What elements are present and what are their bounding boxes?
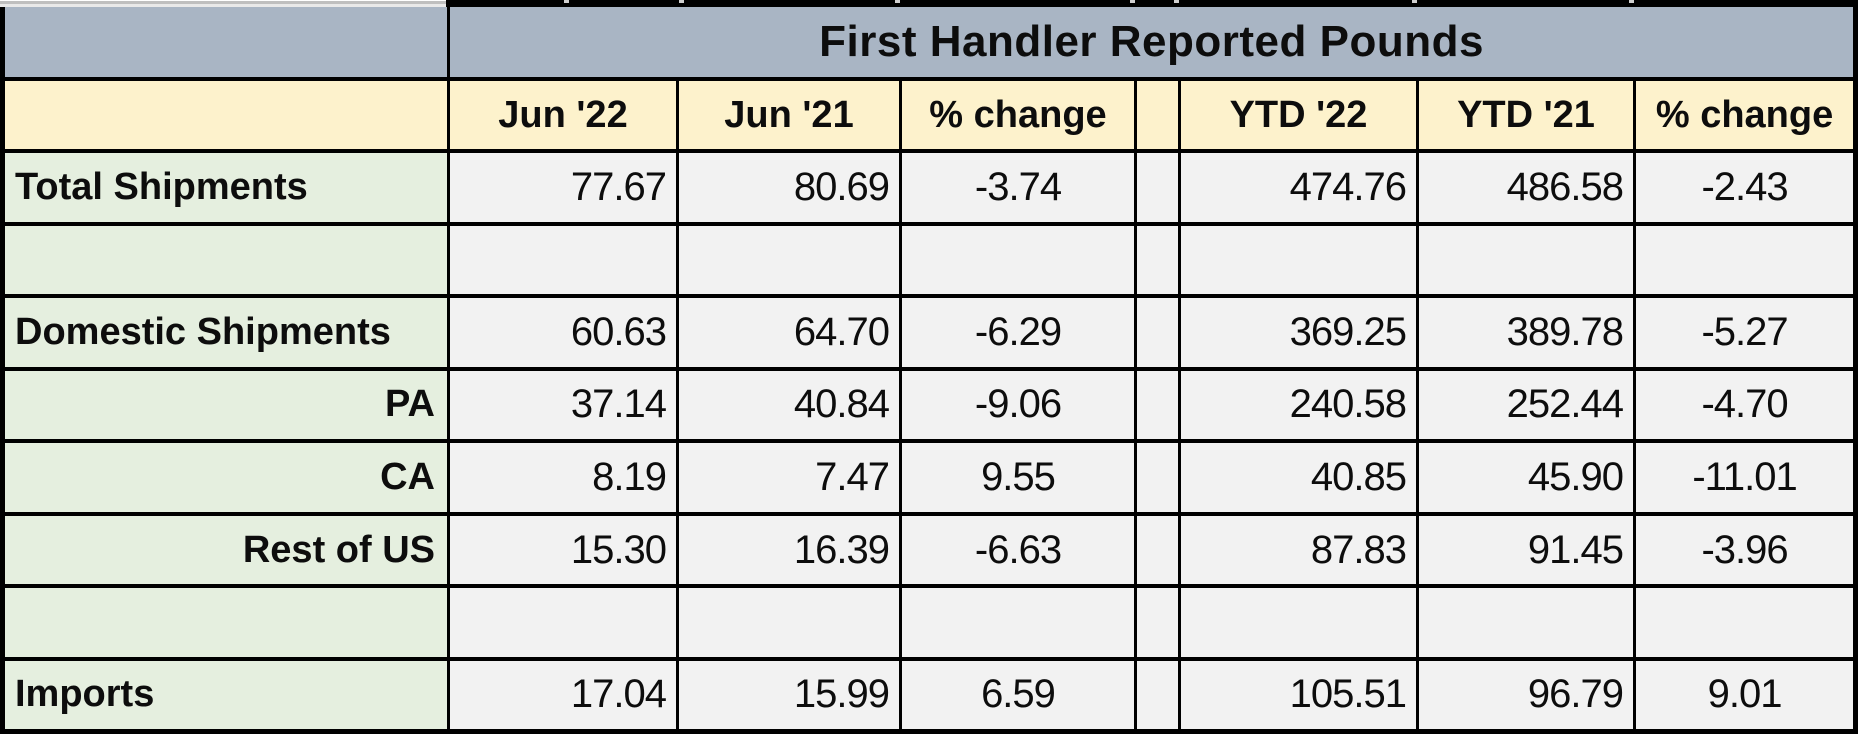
value-cell[interactable] — [1178, 584, 1419, 661]
value-cell[interactable]: 6.59 — [899, 656, 1137, 734]
value-cell[interactable]: 91.45 — [1416, 511, 1636, 589]
spacer-cell[interactable] — [1134, 656, 1181, 734]
corner-cell[interactable] — [1, 7, 450, 81]
gridline-tick — [1629, 0, 1634, 3]
value-cell[interactable] — [447, 584, 679, 661]
column-header-jun-21[interactable]: Jun '21 — [676, 79, 902, 153]
value-cell[interactable] — [899, 584, 1137, 661]
value-cell[interactable]: 252.44 — [1416, 366, 1636, 444]
value-cell[interactable]: -4.70 — [1632, 366, 1858, 444]
value-cell[interactable]: 9.01 — [1632, 656, 1858, 734]
value-cell[interactable] — [1416, 221, 1636, 299]
sheet-top-edge-left — [0, 0, 446, 7]
value-cell[interactable]: -11.01 — [1632, 439, 1858, 516]
value-cell[interactable] — [1632, 221, 1858, 299]
value-cell[interactable]: 17.04 — [447, 656, 679, 734]
value-cell[interactable]: 77.67 — [447, 149, 679, 226]
value-cell[interactable]: 9.55 — [899, 439, 1137, 516]
gridline-tick — [895, 0, 900, 3]
value-cell[interactable]: 389.78 — [1416, 294, 1636, 371]
value-cell[interactable]: 40.85 — [1178, 439, 1419, 516]
row-label-cell[interactable]: Rest of US — [1, 511, 450, 589]
value-cell[interactable]: 37.14 — [447, 366, 679, 444]
value-cell[interactable]: 486.58 — [1416, 149, 1636, 226]
value-cell[interactable]: -5.27 — [1632, 294, 1858, 371]
gridline-tick — [1174, 0, 1179, 3]
value-cell[interactable]: -6.29 — [899, 294, 1137, 371]
value-cell[interactable]: 474.76 — [1178, 149, 1419, 226]
row-label-cell[interactable]: PA — [1, 366, 450, 444]
spacer-cell[interactable] — [1134, 511, 1181, 589]
gridline-tick — [1130, 0, 1135, 3]
row-label-cell[interactable]: Domestic Shipments — [1, 294, 450, 371]
value-cell[interactable] — [676, 221, 902, 299]
value-cell[interactable]: 240.58 — [1178, 366, 1419, 444]
row-label-cell[interactable] — [1, 221, 450, 299]
gridline-tick — [1412, 0, 1417, 3]
value-cell[interactable]: 7.47 — [676, 439, 902, 516]
value-cell[interactable]: 60.63 — [447, 294, 679, 371]
table-row — [1, 221, 1858, 299]
table-row: Domestic Shipments 60.63 64.70 -6.29 369… — [1, 294, 1858, 371]
row-label-header-cell[interactable] — [1, 79, 450, 153]
row-label-cell[interactable]: Total Shipments — [1, 149, 450, 226]
value-cell[interactable]: -6.63 — [899, 511, 1137, 589]
value-cell[interactable]: 80.69 — [676, 149, 902, 226]
gridline-tick — [679, 0, 684, 3]
column-header-pct-change-ytd[interactable]: % change — [1632, 79, 1858, 153]
table-title[interactable]: First Handler Reported Pounds — [446, 7, 1858, 81]
row-label-cell[interactable]: CA — [1, 439, 450, 516]
column-header-ytd-22[interactable]: YTD '22 — [1178, 79, 1419, 153]
value-cell[interactable]: 45.90 — [1416, 439, 1636, 516]
value-cell[interactable]: 369.25 — [1178, 294, 1419, 371]
column-header-jun-22[interactable]: Jun '22 — [447, 79, 679, 153]
spacer-cell[interactable] — [1134, 366, 1181, 444]
spacer-header-cell[interactable] — [1134, 79, 1181, 153]
first-handler-table: First Handler Reported Pounds Jun '22 Ju… — [0, 7, 1858, 734]
value-cell[interactable]: 16.39 — [676, 511, 902, 589]
value-cell[interactable] — [447, 221, 679, 299]
sheet-top-edge-border — [446, 0, 1858, 7]
value-cell[interactable]: -3.74 — [899, 149, 1137, 226]
value-cell[interactable] — [899, 221, 1137, 299]
value-cell[interactable]: 64.70 — [676, 294, 902, 371]
gridline-tick — [564, 0, 569, 3]
value-cell[interactable] — [1632, 584, 1858, 661]
spacer-cell[interactable] — [1134, 294, 1181, 371]
spacer-cell[interactable] — [1134, 439, 1181, 516]
table-row: Imports 17.04 15.99 6.59 105.51 96.79 9.… — [1, 656, 1858, 734]
table-row — [1, 584, 1858, 661]
value-cell[interactable]: -9.06 — [899, 366, 1137, 444]
value-cell[interactable]: -3.96 — [1632, 511, 1858, 589]
column-header-row: Jun '22 Jun '21 % change YTD '22 YTD '21… — [1, 79, 1858, 153]
value-cell[interactable]: 40.84 — [676, 366, 902, 444]
column-header-pct-change-month[interactable]: % change — [899, 79, 1137, 153]
value-cell[interactable]: 96.79 — [1416, 656, 1636, 734]
table-row: CA 8.19 7.47 9.55 40.85 45.90 -11.01 — [1, 439, 1858, 516]
spacer-cell[interactable] — [1134, 221, 1181, 299]
row-label-cell[interactable]: Imports — [1, 656, 450, 734]
spacer-cell[interactable] — [1134, 584, 1181, 661]
value-cell[interactable] — [1178, 221, 1419, 299]
value-cell[interactable] — [676, 584, 902, 661]
value-cell[interactable]: 8.19 — [447, 439, 679, 516]
value-cell[interactable] — [1416, 584, 1636, 661]
value-cell[interactable]: 15.30 — [447, 511, 679, 589]
value-cell[interactable]: 105.51 — [1178, 656, 1419, 734]
row-label-cell[interactable] — [1, 584, 450, 661]
spacer-cell[interactable] — [1134, 149, 1181, 226]
table-row: PA 37.14 40.84 -9.06 240.58 252.44 -4.70 — [1, 366, 1858, 444]
sheet-top-edge — [0, 0, 1858, 7]
table-row: Total Shipments 77.67 80.69 -3.74 474.76… — [1, 149, 1858, 226]
value-cell[interactable]: 15.99 — [676, 656, 902, 734]
table-body: Total Shipments 77.67 80.69 -3.74 474.76… — [1, 149, 1858, 734]
column-header-ytd-21[interactable]: YTD '21 — [1416, 79, 1636, 153]
table-row: Rest of US 15.30 16.39 -6.63 87.83 91.45… — [1, 511, 1858, 589]
value-cell[interactable]: -2.43 — [1632, 149, 1858, 226]
value-cell[interactable]: 87.83 — [1178, 511, 1419, 589]
title-row: First Handler Reported Pounds — [1, 7, 1858, 81]
